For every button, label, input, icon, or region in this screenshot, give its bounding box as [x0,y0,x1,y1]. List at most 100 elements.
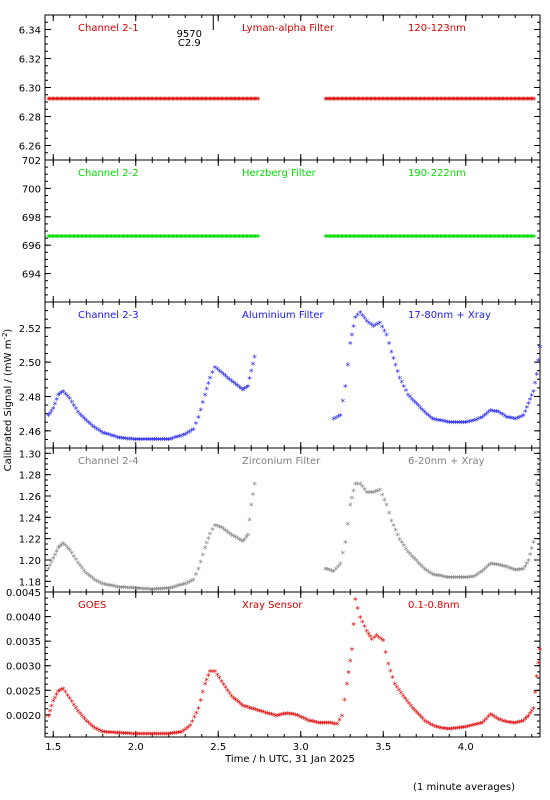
panel-frame [44,159,541,303]
data-point: * [401,383,406,393]
data-point: * [142,96,147,106]
data-point: * [81,234,86,244]
data-point: * [424,568,429,578]
data-point: * [86,419,91,429]
data-point: * [166,234,171,244]
data-point: * [96,234,101,244]
data-point: * [189,578,194,588]
data-point: * [488,234,493,244]
data-point: * [488,711,493,721]
y-tick-label: 696 [22,241,41,252]
data-point: * [358,96,363,106]
data-point: * [231,695,236,705]
data-point: * [251,706,256,716]
data-point: * [467,419,472,429]
data-point: * [65,96,70,106]
data-point: * [332,234,337,244]
data-point: * [200,689,205,699]
data-point: * [168,234,173,244]
data-point: * [471,96,476,106]
data-point: * [114,584,119,594]
data-point: * [515,567,520,577]
data-point: * [236,384,241,394]
data-point: * [271,712,276,722]
data-point: * [436,234,441,244]
data-point: * [492,561,497,571]
data-point: * [162,96,167,106]
data-point: * [52,552,57,562]
data-point: * [141,586,146,596]
data-point: * [200,552,205,562]
data-point: * [529,546,534,556]
data-point: * [526,234,531,244]
data-point: * [187,723,192,733]
y-tick-label: 2.48 [19,392,41,403]
data-point: * [353,234,358,244]
data-point: * [376,96,381,106]
data-point: * [463,234,468,244]
y-tick-label: 2.52 [19,324,41,335]
data-point: * [331,568,336,578]
data-point: * [314,719,319,729]
data-point: * [529,393,534,403]
data-point: * [46,413,51,423]
data-point: * [401,96,406,106]
data-point: * [523,96,528,106]
data-point: * [483,96,488,106]
data-point: * [477,96,482,106]
data-point: * [61,234,66,244]
data-point: * [419,234,424,244]
data-point: * [152,437,157,447]
data-point: * [498,96,503,106]
data-point: * [374,96,379,106]
data-point: * [380,234,385,244]
data-point: * [381,96,386,106]
data-point: * [529,234,534,244]
data-point: * [471,418,476,428]
data-point: * [164,437,169,447]
data-point: * [327,234,332,244]
data-point: * [114,96,119,106]
data-point: * [101,96,106,106]
data-point: * [504,234,509,244]
data-point: * [326,720,331,730]
data-point: * [383,649,388,659]
data-point: * [109,234,114,244]
data-point: * [134,96,139,106]
data-point: * [399,234,404,244]
data-point: * [71,702,76,712]
data-point: * [238,537,243,547]
panel-2: 694 696 698 700 702 Channel 2-2 Herzberg Filte… [22,156,541,303]
data-point: * [340,96,345,106]
data-point: * [490,408,495,418]
data-point: * [151,234,156,244]
data-point: * [459,96,464,106]
data-point: * [57,96,62,106]
y-tick-label: 2.46 [19,427,41,438]
data-point: * [73,96,78,106]
data-point: * [110,730,115,740]
data-point: * [125,234,130,244]
data-point: * [373,489,378,499]
data-point: * [135,96,140,106]
data-point: * [409,396,414,406]
data-point: * [158,731,163,741]
data-point: * [52,401,57,411]
data-point: * [424,411,429,421]
data-point: * [158,234,163,244]
data-point: * [154,234,159,244]
data-point: * [308,718,313,728]
data-point: * [431,234,436,244]
data-point: * [242,234,247,244]
data-point: * [361,234,366,244]
data-point: * [269,712,274,722]
data-point: * [139,234,144,244]
data-point: * [324,96,329,106]
data-point: * [244,704,249,714]
data-point: * [212,669,217,679]
data-point: * [205,96,210,106]
data-point: * [406,234,411,244]
data-point: * [485,96,490,106]
data-point: * [131,436,136,446]
data-point: * [245,234,250,244]
